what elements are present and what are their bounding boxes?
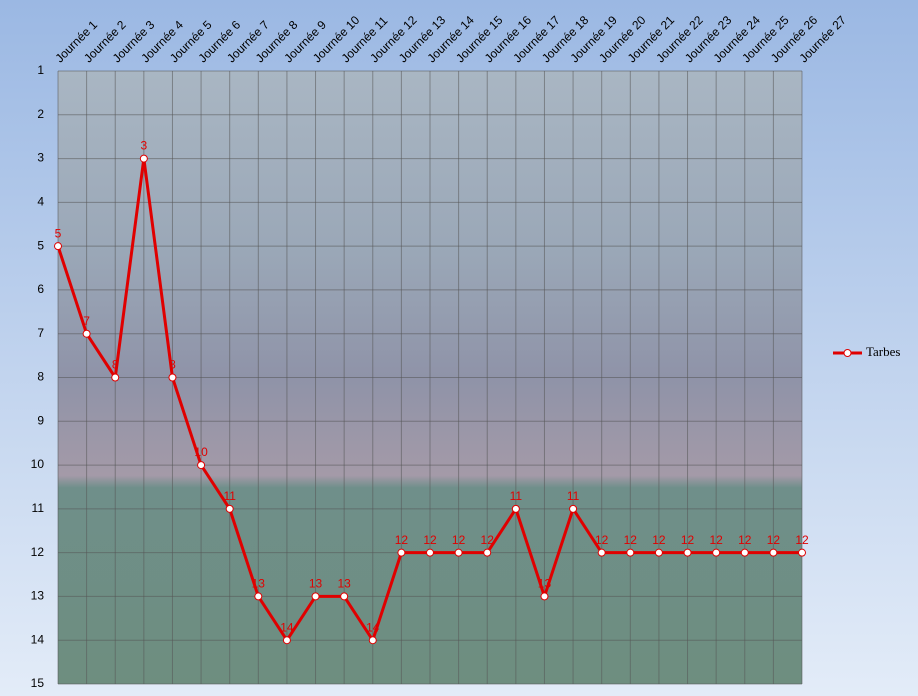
data-point (82, 329, 91, 338)
y-tick-label: 8 (37, 370, 44, 384)
data-label: 12 (624, 533, 638, 547)
data-point (683, 548, 692, 557)
y-tick-label: 7 (37, 326, 44, 340)
data-point (597, 548, 606, 557)
data-point (712, 548, 721, 557)
y-tick-label: 12 (31, 545, 45, 559)
data-point (740, 548, 749, 557)
data-label: 7 (83, 314, 90, 328)
data-label: 13 (309, 577, 323, 591)
data-point (426, 548, 434, 557)
data-label: 3 (141, 139, 148, 153)
data-point (168, 373, 177, 382)
data-label: 12 (738, 533, 752, 547)
data-point (626, 548, 635, 557)
data-point (540, 592, 549, 601)
data-label: 12 (423, 533, 437, 547)
data-label: 11 (510, 489, 523, 503)
y-tick-label: 11 (32, 501, 45, 515)
data-point (569, 504, 578, 513)
y-tick-label: 3 (37, 151, 44, 165)
data-label: 8 (112, 358, 119, 372)
data-point (54, 242, 62, 251)
legend-marker (843, 349, 852, 357)
data-label: 13 (337, 577, 351, 591)
y-tick-label: 13 (31, 589, 45, 603)
data-point (311, 592, 320, 601)
data-label: 8 (169, 358, 176, 372)
data-point (111, 373, 120, 382)
y-tick-label: 15 (31, 676, 45, 690)
data-label: 13 (538, 577, 552, 591)
data-label: 12 (452, 533, 466, 547)
data-label: 12 (595, 533, 609, 547)
y-tick-label: 4 (37, 195, 44, 209)
data-label: 14 (366, 620, 380, 634)
data-label: 14 (280, 620, 294, 634)
y-tick-label: 9 (37, 413, 44, 427)
data-point (769, 548, 778, 557)
data-point (282, 636, 291, 645)
data-point (225, 504, 234, 513)
data-label: 12 (709, 533, 723, 547)
data-label: 12 (681, 533, 695, 547)
y-tick-label: 10 (31, 457, 45, 471)
data-label: 10 (194, 445, 208, 459)
data-point (368, 636, 377, 645)
y-tick-label: 1 (37, 63, 44, 77)
data-point (139, 154, 148, 163)
data-label: 12 (395, 533, 409, 547)
data-point (511, 504, 520, 513)
data-label: 12 (767, 533, 781, 547)
data-point (197, 461, 206, 470)
data-label: 11 (567, 489, 580, 503)
data-label: 12 (652, 533, 666, 547)
y-tick-label: 2 (37, 107, 44, 121)
data-point (397, 548, 406, 557)
y-tick-label: 14 (31, 632, 45, 646)
y-tick-label: 6 (37, 282, 44, 296)
data-label: 12 (481, 533, 495, 547)
data-point (654, 548, 663, 557)
y-tick-label: 5 (37, 238, 44, 252)
data-point (254, 592, 263, 601)
data-point (454, 548, 463, 557)
data-label: 13 (252, 577, 266, 591)
data-point (798, 548, 806, 557)
data-label: 11 (223, 489, 236, 503)
data-label: 5 (55, 226, 62, 240)
legend-label: Tarbes (866, 344, 900, 359)
data-point (483, 548, 492, 557)
data-label: 12 (795, 533, 809, 547)
data-point (340, 592, 349, 601)
